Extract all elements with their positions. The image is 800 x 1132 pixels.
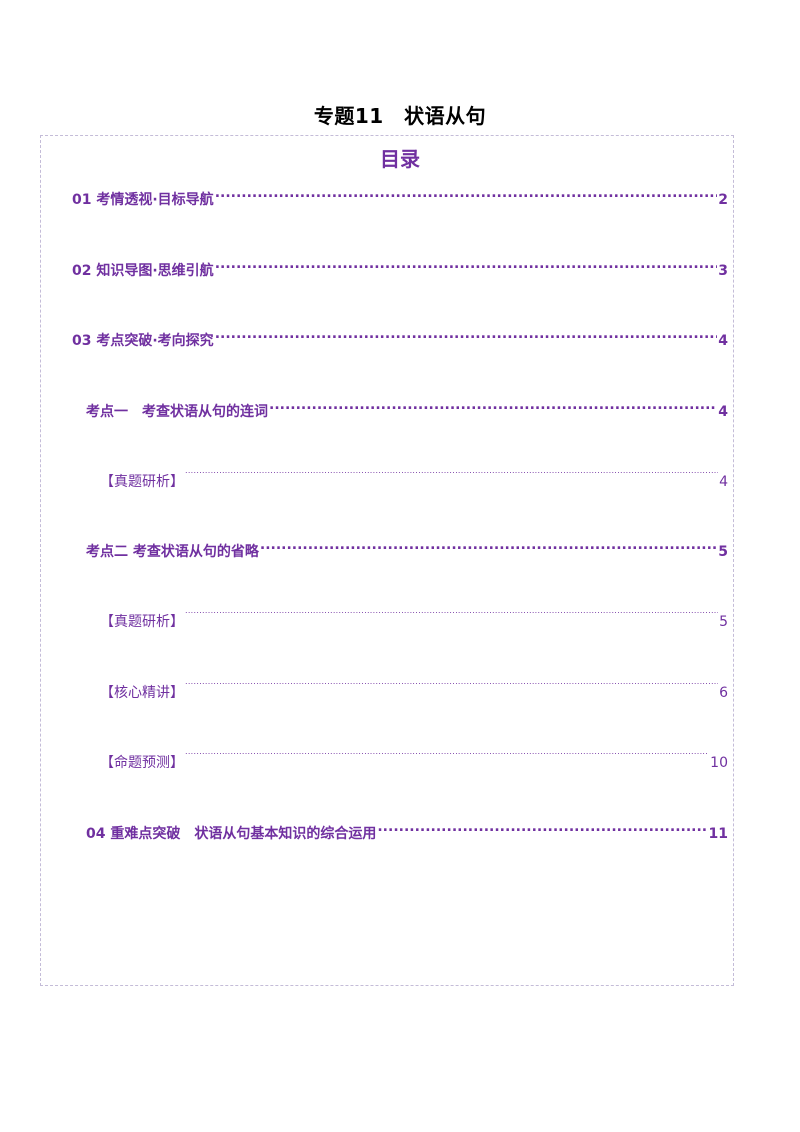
toc-entry-point-one-exam-analysis[interactable]: 【真题研析】 4 [100,464,728,490]
toc-leader-dots [269,394,717,416]
toc-leader-dots [185,464,718,486]
toc-entry-label: 03 考点突破·考向探究 [72,333,214,349]
toc-entry-label: 【真题研析】 [100,614,184,630]
toc-entry-point-two-exam-analysis[interactable]: 【真题研析】 5 [100,604,728,630]
toc-entry-page: 10 [710,755,728,771]
toc-entry-label: 考点一 考查状语从句的连词 [86,404,268,420]
toc-entry-page: 2 [718,192,728,208]
toc-entry-label: 【真题研析】 [100,474,184,490]
document-title: 专题11 状语从句 [313,104,487,128]
toc-entry-core-explanation[interactable]: 【核心精讲】 6 [100,675,728,701]
toc-entry-overview[interactable]: 01 考情透视·目标导航 2 [72,182,728,208]
toc-entry-page: 4 [718,333,728,349]
toc-entry-label: 02 知识导图·思维引航 [72,263,214,279]
toc-entry-page: 5 [718,544,728,560]
toc-entry-mindmap[interactable]: 02 知识导图·思维引航 3 [72,253,728,279]
toc-leader-dots [377,816,707,838]
toc-leader-dots [185,745,709,767]
toc-entry-difficult-points[interactable]: 04 重难点突破 状语从句基本知识的综合运用 11 [86,816,728,842]
toc-leader-dots [215,182,718,204]
toc-leader-dots [185,675,718,697]
toc-entry-page: 5 [719,614,728,630]
toc-entry-label: 01 考情透视·目标导航 [72,192,214,208]
toc-entry-label: 04 重难点突破 状语从句基本知识的综合运用 [86,826,377,842]
toc-leader-dots [215,323,718,345]
toc-entry-label: 【核心精讲】 [100,685,184,701]
toc-entry-page: 4 [718,404,728,420]
toc-leader-dots [260,534,717,556]
toc-leader-dots [215,253,718,275]
toc-entry-point-one[interactable]: 考点一 考查状语从句的连词 4 [86,394,728,420]
toc-entry-page: 4 [719,474,728,490]
toc-entry-point-two[interactable]: 考点二 考查状语从句的省略 5 [86,534,728,560]
toc-leader-dots [185,604,718,626]
toc-heading: 目录 [380,147,420,171]
toc-entry-prediction[interactable]: 【命题预测】 10 [100,745,728,771]
toc-entry-label: 考点二 考查状语从句的省略 [86,544,259,560]
toc-entry-label: 【命题预测】 [100,755,184,771]
toc-container [40,135,734,986]
toc-entry-page: 3 [718,263,728,279]
toc-entry-page: 11 [708,826,728,842]
toc-entry-breakthrough[interactable]: 03 考点突破·考向探究 4 [72,323,728,349]
toc-entry-page: 6 [719,685,728,701]
